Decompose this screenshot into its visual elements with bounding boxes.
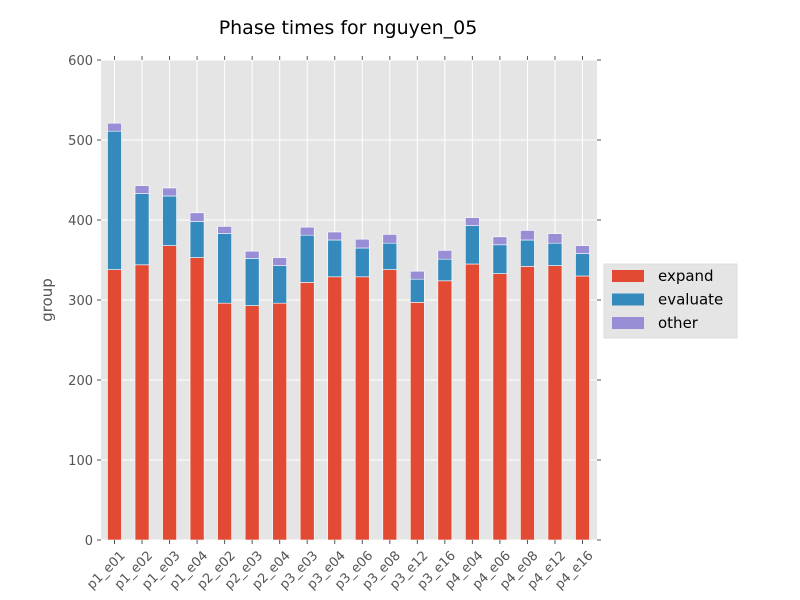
bar-expand-p2_e04 xyxy=(272,302,287,541)
bar-other-p1_e02 xyxy=(134,185,150,194)
bars xyxy=(107,122,590,541)
bar-evaluate-p3_e03 xyxy=(299,234,315,283)
bar-expand-p3_e12 xyxy=(410,302,425,541)
bar-expand-p4_e08 xyxy=(520,266,535,541)
bar-other-p3_e06 xyxy=(354,238,370,249)
bar-expand-p1_e04 xyxy=(189,257,205,541)
bar-other-p4_e12 xyxy=(547,233,563,244)
bar-expand-p4_e04 xyxy=(465,263,480,541)
bar-other-p3_e04 xyxy=(327,231,343,241)
bar-evaluate-p4_e06 xyxy=(492,244,508,274)
bar-other-p2_e03 xyxy=(244,250,260,259)
bar-expand-p1_e01 xyxy=(107,269,122,541)
bar-evaluate-p1_e01 xyxy=(107,130,122,270)
legend-label-expand: expand xyxy=(658,267,714,285)
bar-expand-p3_e16 xyxy=(437,280,453,541)
y-tick-label: 0 xyxy=(85,534,93,549)
y-tick-label: 600 xyxy=(68,54,93,69)
legend-label-evaluate: evaluate xyxy=(658,291,723,309)
chart-title: Phase times for nguyen_05 xyxy=(219,17,478,39)
bar-expand-p2_e03 xyxy=(244,305,260,541)
bar-other-p3_e08 xyxy=(382,234,398,244)
bar-other-p2_e04 xyxy=(272,257,287,266)
y-tick-label: 200 xyxy=(68,374,93,389)
bar-expand-p3_e08 xyxy=(382,269,398,541)
legend-swatch-expand xyxy=(612,270,644,282)
legend-swatch-other xyxy=(612,317,644,329)
bar-evaluate-p4_e08 xyxy=(520,239,535,267)
bar-evaluate-p4_e16 xyxy=(575,253,590,277)
y-axis: 0 100 200 300 400 500 600 xyxy=(68,54,601,549)
y-tick-label: 400 xyxy=(68,214,93,229)
y-tick-label: 500 xyxy=(68,134,93,149)
bar-evaluate-p3_e12 xyxy=(410,278,425,303)
bar-evaluate-p3_e06 xyxy=(354,247,370,278)
bar-evaluate-p1_e03 xyxy=(162,195,177,246)
bar-other-p4_e04 xyxy=(465,217,480,226)
bar-other-p3_e12 xyxy=(410,270,425,280)
bar-other-p2_e02 xyxy=(217,226,232,234)
bar-expand-p2_e02 xyxy=(217,302,232,541)
bar-expand-p1_e03 xyxy=(162,245,177,541)
legend-label-other: other xyxy=(658,314,699,332)
bar-evaluate-p1_e04 xyxy=(189,221,205,258)
bar-other-p4_e06 xyxy=(492,236,508,246)
y-tick-label: 100 xyxy=(68,454,93,469)
bar-evaluate-p2_e02 xyxy=(217,233,232,304)
bar-evaluate-p3_e04 xyxy=(327,239,343,278)
bar-evaluate-p4_e04 xyxy=(465,225,480,265)
bar-evaluate-p3_e08 xyxy=(382,242,398,270)
bar-evaluate-p2_e04 xyxy=(272,265,287,304)
bar-evaluate-p2_e03 xyxy=(244,258,260,306)
bar-other-p4_e08 xyxy=(520,230,535,241)
bar-other-p4_e16 xyxy=(575,245,590,254)
bar-other-p3_e16 xyxy=(437,250,453,260)
bar-expand-p4_e16 xyxy=(575,275,590,541)
bar-evaluate-p4_e12 xyxy=(547,242,563,266)
bar-other-p3_e03 xyxy=(299,226,315,236)
bar-other-p1_e04 xyxy=(189,212,205,222)
bar-expand-p3_e04 xyxy=(327,276,343,541)
y-tick-label: 300 xyxy=(68,294,93,309)
bar-expand-p4_e06 xyxy=(492,273,508,541)
bar-expand-p4_e12 xyxy=(547,265,563,541)
bar-expand-p3_e03 xyxy=(299,282,315,541)
legend-swatch-evaluate xyxy=(612,293,644,306)
y-axis-label: group xyxy=(38,278,56,322)
bar-expand-p3_e06 xyxy=(354,276,370,541)
bar-other-p1_e01 xyxy=(107,122,122,132)
bar-evaluate-p3_e16 xyxy=(437,258,453,282)
bar-evaluate-p1_e02 xyxy=(134,193,150,266)
bar-expand-p1_e02 xyxy=(134,264,150,541)
legend: expand evaluate other xyxy=(603,263,738,339)
bar-other-p1_e03 xyxy=(162,187,177,197)
